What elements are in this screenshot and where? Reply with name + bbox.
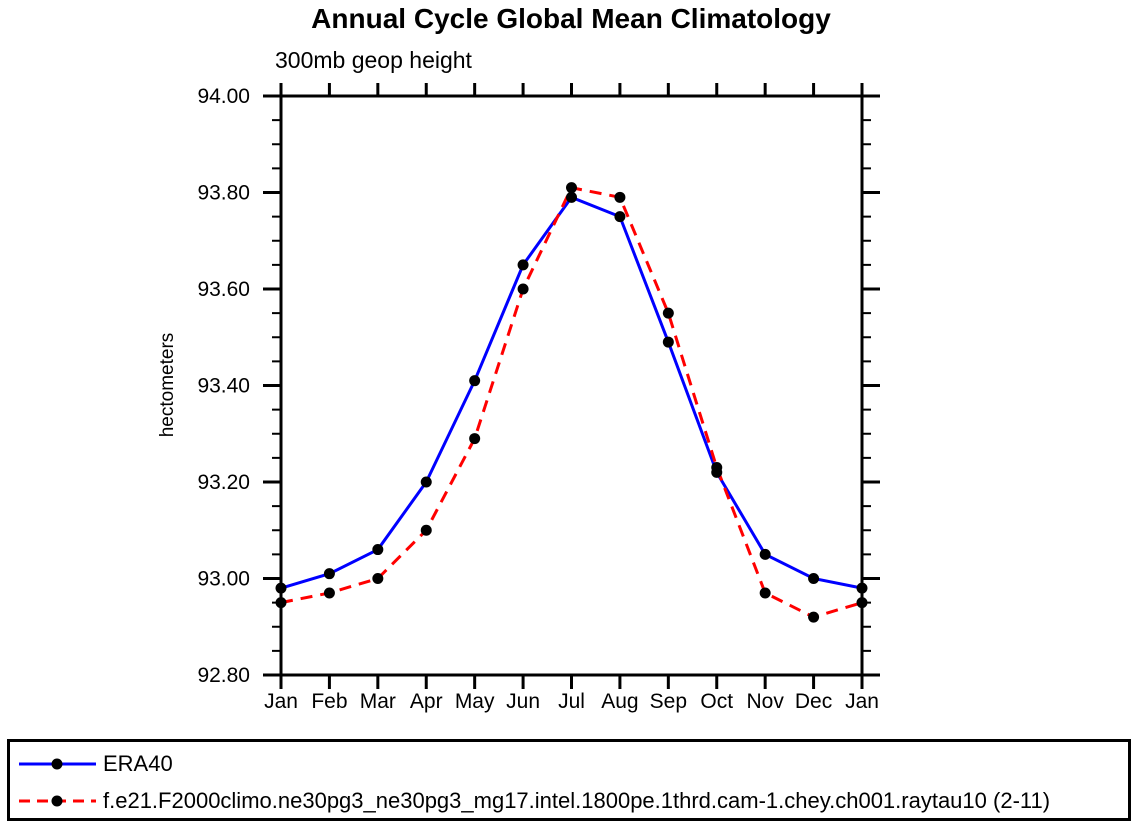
data-point-marker-model <box>662 307 674 319</box>
x-axis-tick-label: Aug <box>601 690 638 713</box>
x-axis-tick-label: Nov <box>746 690 784 713</box>
legend-entry-era40: ERA40 <box>10 745 1128 782</box>
x-axis-tick-label: Dec <box>795 690 832 713</box>
data-point-marker-model <box>856 597 868 609</box>
model-line-sample <box>19 795 96 806</box>
x-axis-tick-label: Oct <box>700 690 733 713</box>
era40-line-sample <box>19 758 96 769</box>
x-axis-tick-label: Feb <box>311 690 347 713</box>
legend-entry-model: f.e21.F2000climo.ne30pg3_ne30pg3_mg17.in… <box>10 782 1128 819</box>
data-point-marker-era40 <box>808 573 820 584</box>
chart-title: Annual Cycle Global Mean Climatology <box>311 3 831 34</box>
x-axis-tick-label: May <box>455 690 495 713</box>
y-axis-tick-label: 93.00 <box>197 568 250 591</box>
data-point-marker-era40 <box>856 582 868 594</box>
x-axis-tick-label: Jun <box>506 690 540 713</box>
data-point-marker-model <box>469 433 481 445</box>
x-axis-tick-label: Mar <box>360 690 396 713</box>
data-point-marker-era40 <box>372 544 384 556</box>
annual-cycle-line-chart: 92.80 93.00 93.20 93.40 93.60 93.80 94.00 Jan Fe… <box>197 83 880 713</box>
y-axis-tick-label: 92.80 <box>197 664 250 687</box>
x-axis-tick-label: Jul <box>558 690 585 713</box>
legend-label-era40: ERA40 <box>103 750 173 776</box>
data-point-marker-era40 <box>275 582 287 594</box>
data-point-marker-era40 <box>614 211 626 223</box>
data-point-marker-era40 <box>420 476 432 488</box>
data-point-marker-model <box>566 182 577 194</box>
y-axis-tick-label: 93.80 <box>197 182 250 205</box>
data-point-marker-model <box>711 462 723 474</box>
data-point-marker-model <box>614 191 626 203</box>
data-point-marker-model <box>420 524 432 536</box>
data-point-marker-era40 <box>566 191 577 203</box>
x-axis-tick-label: Jan <box>845 690 879 713</box>
chart-subtitle: 300mb geop height <box>275 47 472 73</box>
data-point-marker-model <box>275 597 287 609</box>
data-point-marker-era40 <box>517 259 529 271</box>
legend-label-model: f.e21.F2000climo.ne30pg3_ne30pg3_mg17.in… <box>103 787 1051 813</box>
series-line-model <box>280 185 863 619</box>
data-point-marker-model <box>759 587 771 599</box>
data-point-marker-era40 <box>662 336 674 348</box>
x-axis-tick-label: Jan <box>264 690 298 713</box>
data-point-marker-model <box>808 611 820 623</box>
era40-sample-marker-dot <box>51 758 63 769</box>
data-point-marker-era40 <box>323 568 335 580</box>
data-point-marker-model <box>372 573 384 584</box>
data-point-marker-era40 <box>469 375 481 387</box>
data-point-marker-era40 <box>759 548 771 560</box>
y-axis-tick-label: 93.20 <box>197 471 250 494</box>
series-line-era40 <box>280 195 863 590</box>
legend-box: ERA40 f.e21.F2000climo.ne30pg3_ne30pg3_m… <box>7 739 1131 821</box>
data-point-marker-model <box>517 283 529 295</box>
data-point-marker-model <box>323 587 335 599</box>
y-axis-tick-label: 94.00 <box>197 85 250 108</box>
model-sample-marker-dot <box>51 795 63 806</box>
x-axis-tick-label: Apr <box>410 690 443 713</box>
x-axis-tick-label: Sep <box>650 690 687 713</box>
y-axis-tick-label: 93.40 <box>197 375 250 398</box>
y-axis-tick-label: 93.60 <box>197 278 250 301</box>
